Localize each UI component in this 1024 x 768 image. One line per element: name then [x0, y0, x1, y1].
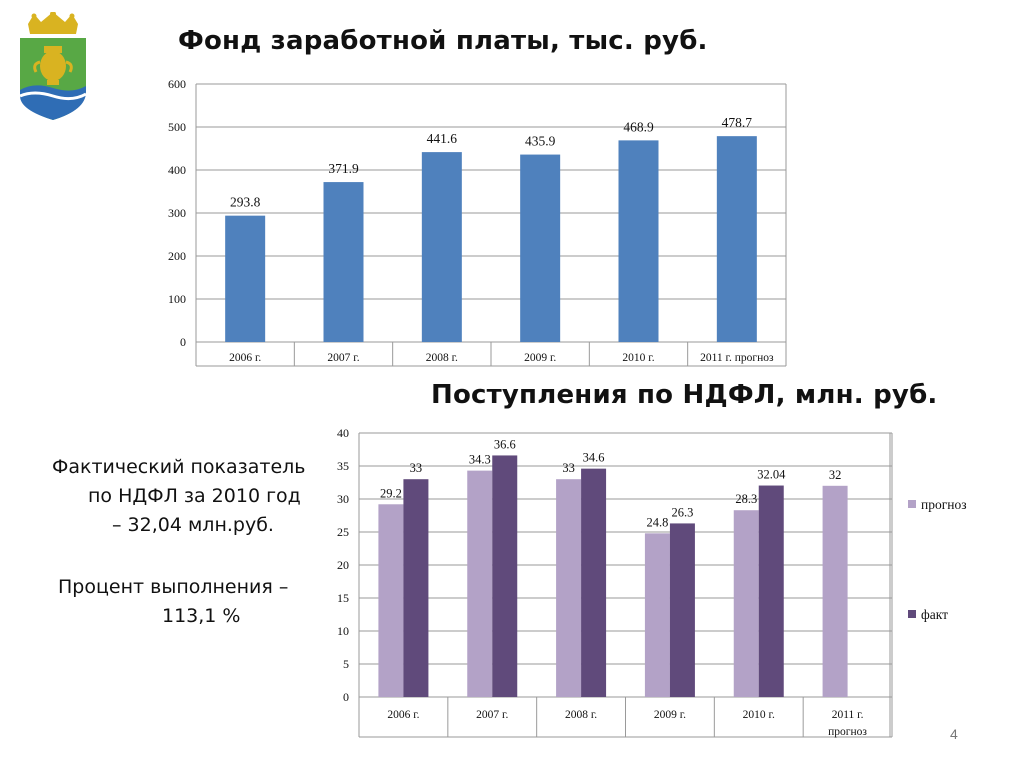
x-tick-label: 2011 г. прогноз — [700, 352, 774, 364]
y-tick-label: 10 — [337, 624, 349, 638]
forecast-bar — [467, 470, 493, 697]
data-label: 32.04 — [757, 468, 786, 482]
x-tick-label: 2011 г. — [832, 709, 864, 721]
side-line-1: Фактический показатель — [52, 456, 306, 478]
bar — [520, 154, 561, 342]
side-line-4: Процент выполнения – — [58, 576, 289, 598]
bar — [716, 136, 757, 342]
legend-swatch — [908, 610, 916, 618]
data-label: 478.7 — [722, 115, 753, 130]
forecast-bar — [733, 510, 759, 697]
x-tick-label: 2008 г. — [426, 352, 458, 364]
y-tick-label: 15 — [337, 591, 349, 605]
y-tick-label: 20 — [337, 558, 349, 572]
y-tick-label: 30 — [337, 492, 349, 506]
x-tick-label: 2009 г. — [524, 352, 556, 364]
x-tick-label: 2009 г. — [654, 709, 686, 721]
y-tick-label: 500 — [168, 120, 186, 134]
fact-bar — [581, 468, 607, 697]
y-tick-label: 0 — [180, 335, 186, 349]
forecast-bar — [822, 485, 848, 697]
side-line-2: по НДФЛ за 2010 год — [88, 485, 301, 507]
fact-bar — [758, 485, 784, 697]
x-tick-label: 2006 г. — [387, 709, 419, 721]
forecast-bar — [556, 479, 582, 697]
data-label: 293.8 — [230, 195, 261, 210]
y-tick-label: 25 — [337, 525, 349, 539]
slide-number: 4 — [950, 726, 958, 742]
y-tick-label: 5 — [343, 657, 349, 671]
data-label: 33 — [562, 461, 575, 475]
data-label: 435.9 — [525, 134, 556, 149]
data-label: 441.6 — [427, 131, 458, 146]
chart1-title: Фонд заработной платы, тыс. руб. — [178, 26, 708, 56]
x-tick-label: 2007 г. — [327, 352, 359, 364]
data-label: 28.3 — [735, 492, 757, 506]
x-tick-label: 2006 г. — [229, 352, 261, 364]
data-label: 34.6 — [583, 451, 605, 465]
data-label: 34.3 — [469, 453, 491, 467]
legend-label: прогноз — [921, 497, 967, 512]
x-tick-label: прогноз — [828, 726, 867, 738]
x-tick-label: 2010 г. — [622, 352, 654, 364]
bar — [323, 182, 364, 342]
legend-label: факт — [921, 607, 948, 622]
bar — [618, 140, 659, 342]
forecast-bar — [644, 533, 670, 697]
y-tick-label: 100 — [168, 292, 186, 306]
coat-of-arms-icon — [19, 12, 87, 120]
fact-bar — [669, 523, 695, 697]
y-tick-label: 200 — [168, 249, 186, 263]
y-tick-label: 35 — [337, 459, 349, 473]
x-tick-label: 2007 г. — [476, 709, 508, 721]
data-label: 468.9 — [623, 119, 654, 134]
y-tick-label: 300 — [168, 206, 186, 220]
data-label: 371.9 — [328, 161, 359, 176]
data-label: 32 — [829, 468, 842, 482]
fact-bar — [492, 455, 518, 697]
data-label: 36.6 — [494, 437, 516, 451]
chart2-title: Поступления по НДФЛ, млн. руб. — [431, 380, 938, 410]
bar — [225, 215, 266, 342]
forecast-bar — [378, 504, 404, 697]
fact-bar — [403, 479, 429, 697]
legend-swatch — [908, 500, 916, 508]
data-label: 26.3 — [671, 505, 693, 519]
data-label: 24.8 — [646, 515, 668, 529]
y-tick-label: 600 — [168, 77, 186, 91]
side-line-5: 113,1 % — [162, 605, 241, 627]
x-tick-label: 2008 г. — [565, 709, 597, 721]
bar — [421, 152, 462, 342]
y-tick-label: 400 — [168, 163, 186, 177]
x-tick-label: 2010 г. — [743, 709, 775, 721]
y-tick-label: 40 — [337, 426, 349, 440]
data-label: 29.2 — [380, 486, 402, 500]
data-label: 33 — [410, 461, 423, 475]
side-line-3: – 32,04 млн.руб. — [112, 514, 274, 536]
y-tick-label: 0 — [343, 690, 349, 704]
